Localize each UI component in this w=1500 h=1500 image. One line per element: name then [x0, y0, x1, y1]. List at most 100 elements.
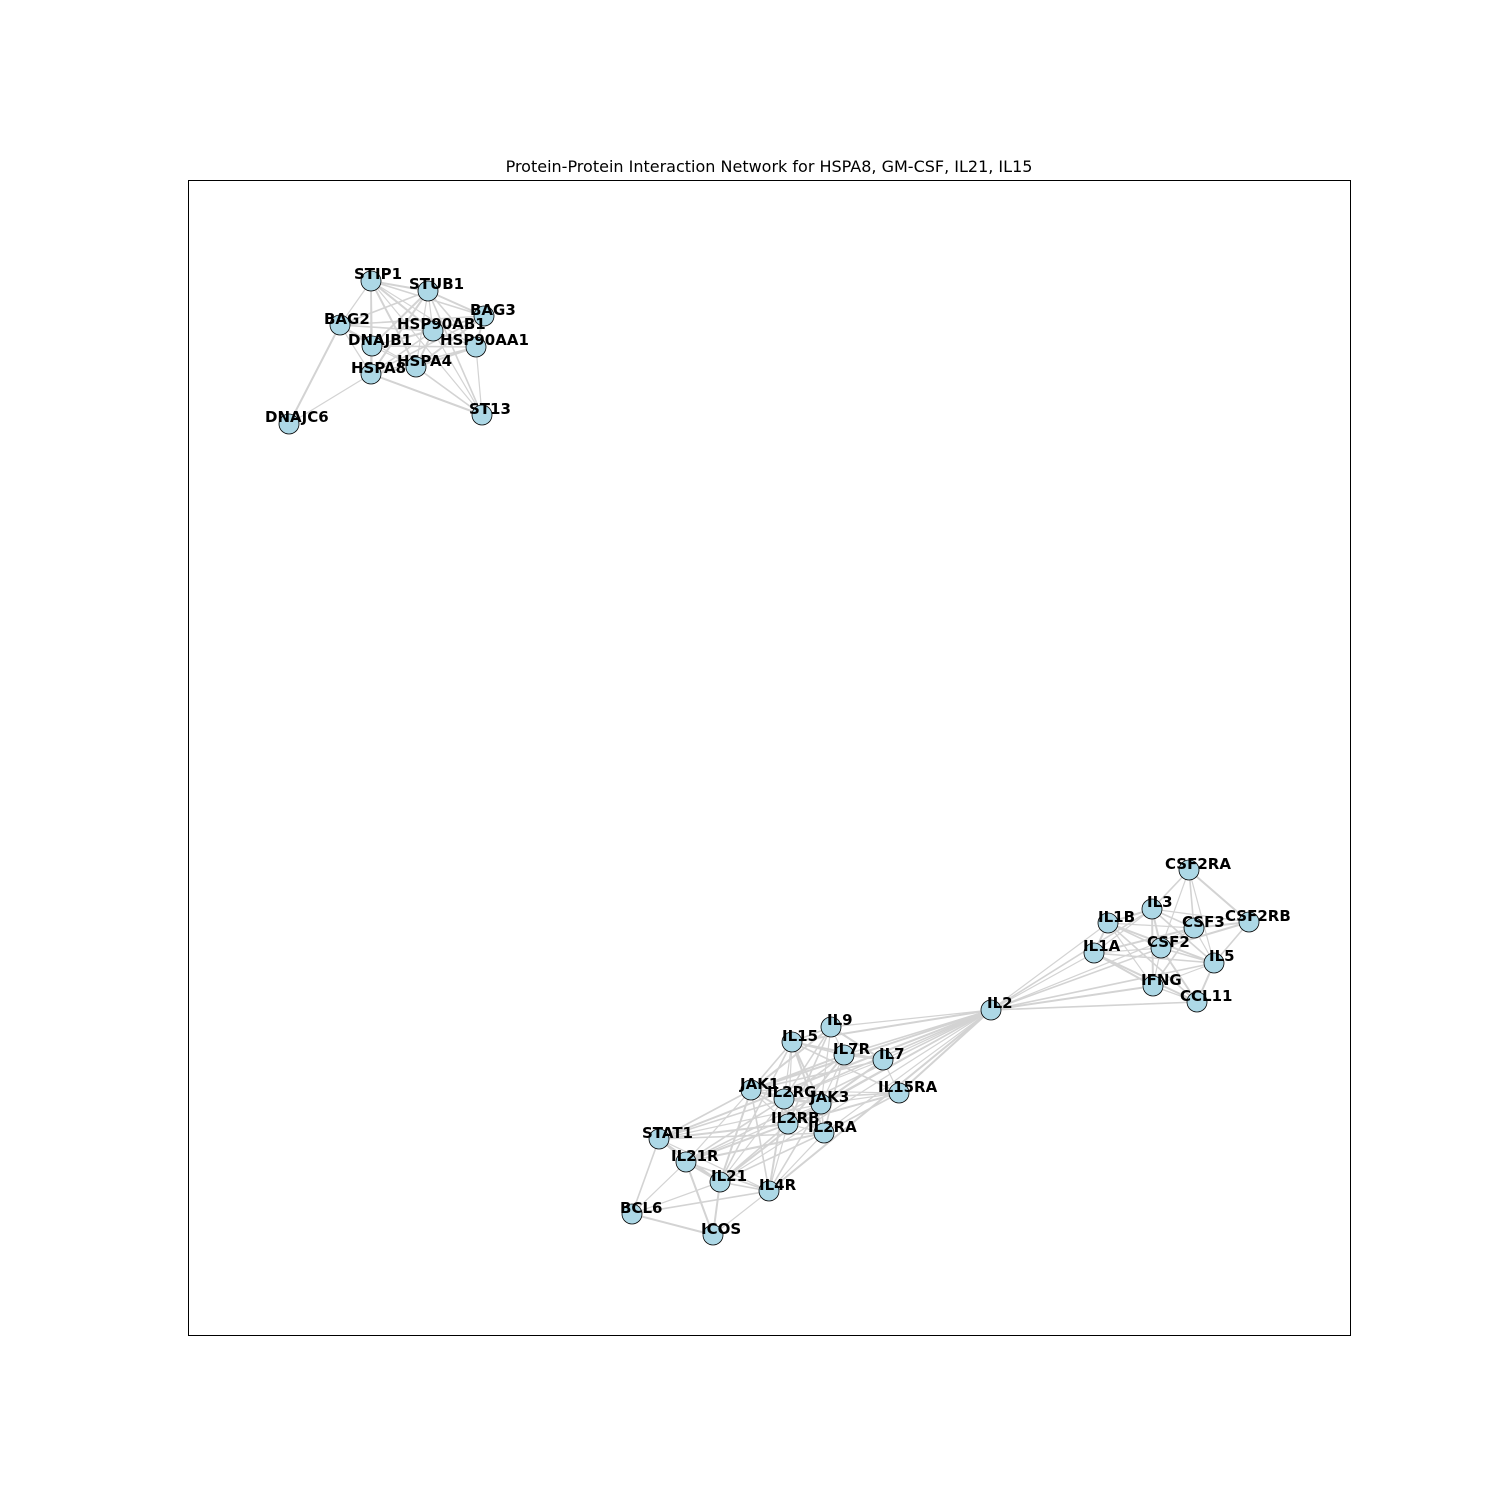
node-il5 — [1203, 952, 1225, 974]
edge-bag2-dnajc6 — [288, 324, 341, 425]
node-label-bcl6: BCL6 — [620, 1199, 662, 1217]
node-csf2rb — [1238, 911, 1260, 933]
node-hspa8 — [360, 363, 382, 385]
edge-jak1-il15ra — [750, 1089, 900, 1094]
edge-il2ra-il4r — [768, 1132, 825, 1192]
node-label-il7r: IL7R — [833, 1040, 871, 1058]
edge-il7r-il2rb — [787, 1054, 845, 1125]
node-label-bag2: BAG2 — [324, 310, 370, 328]
edge-il21r-bcl6 — [631, 1161, 687, 1215]
edge-il3-csf2rb — [1151, 908, 1250, 923]
node-ifng — [1142, 975, 1164, 997]
node-label-il1b: IL1B — [1098, 908, 1135, 926]
edge-il2-il9 — [830, 1009, 992, 1028]
node-il2rg — [773, 1088, 795, 1110]
node-label-st13: ST13 — [469, 400, 511, 418]
edge-hspa8-dnajc6 — [288, 373, 372, 425]
node-label-hspa4: HSPA4 — [397, 352, 452, 370]
edge-il2-il15ra — [898, 1009, 992, 1094]
edge-csf2ra-csf2rb — [1188, 869, 1250, 923]
edge-csf2-ccl11 — [1160, 947, 1198, 1003]
node-label-il7: IL7 — [879, 1045, 905, 1063]
node-stub1 — [417, 280, 439, 302]
node-label-hsp90aa1: HSP90AA1 — [440, 331, 529, 349]
node-stip1 — [360, 270, 382, 292]
edge-il1b-ifng — [1107, 922, 1154, 987]
node-il7 — [872, 1049, 894, 1071]
node-hsp90ab1 — [422, 320, 444, 342]
edge-dnajb1-hsp90aa1 — [371, 345, 477, 348]
edge-il3-il5 — [1151, 908, 1215, 964]
edge-il2ra-stat1 — [658, 1132, 825, 1140]
node-bag3 — [473, 305, 495, 327]
node-label-il15: IL15 — [782, 1027, 818, 1045]
nodes-layer — [278, 270, 1260, 1246]
edge-il9-il2rg — [783, 1026, 832, 1100]
node-label-il2rg: IL2RG — [767, 1083, 816, 1101]
edge-il2rb-il21 — [719, 1123, 789, 1183]
node-label-ccl11: CCL11 — [1180, 987, 1232, 1005]
edge-il2rg-stat1 — [658, 1098, 785, 1140]
edge-stub1-hspa4 — [415, 290, 429, 368]
node-bag2 — [329, 314, 351, 336]
node-label-icos: ICOS — [701, 1220, 741, 1238]
edge-il5-ifng — [1152, 962, 1215, 987]
plot-frame — [188, 180, 1351, 1336]
edge-csf3-ifng — [1152, 927, 1195, 987]
node-label-csf2ra: CSF2RA — [1165, 855, 1231, 873]
edge-il4r-bcl6 — [631, 1190, 770, 1215]
edge-il2rg-il21 — [719, 1098, 785, 1183]
node-label-il9: IL9 — [827, 1011, 853, 1029]
edge-stub1-bag2 — [339, 290, 429, 326]
edge-il5-il2 — [990, 962, 1215, 1011]
edge-bag3-hspa4 — [415, 315, 485, 368]
edge-stub1-hspa8 — [370, 290, 429, 375]
edges-layer — [288, 280, 1250, 1236]
node-label-il2rb: IL2RB — [771, 1109, 820, 1127]
node-label-stip1: STIP1 — [354, 265, 402, 283]
node-il2 — [980, 999, 1002, 1021]
edge-stub1-hsp90aa1 — [427, 290, 477, 348]
edge-il2rb-stat1 — [658, 1123, 789, 1140]
node-label-csf2: CSF2 — [1147, 933, 1190, 951]
node-icos — [702, 1224, 724, 1246]
node-jak1 — [740, 1079, 762, 1101]
edge-csf2rb-csf2 — [1160, 921, 1250, 949]
edge-il1b-ccl11 — [1107, 922, 1198, 1003]
edge-il1a-il5 — [1093, 952, 1215, 964]
edge-il15-jak1 — [750, 1041, 793, 1091]
node-il1b — [1097, 912, 1119, 934]
edge-ccl11-il2 — [990, 1001, 1198, 1011]
node-label-il21r: IL21R — [671, 1147, 719, 1165]
edge-il2rg-il15ra — [783, 1092, 900, 1100]
edge-il15-il21 — [719, 1041, 793, 1183]
edge-il3-il1a — [1093, 908, 1153, 954]
edge-jak3-il15ra — [820, 1092, 900, 1105]
edge-hspa4-st13 — [415, 366, 483, 416]
edge-il3-il2 — [990, 908, 1153, 1011]
edge-bcl6-icos — [631, 1213, 714, 1236]
node-jak3 — [810, 1093, 832, 1115]
edge-csf2-il2 — [990, 947, 1162, 1011]
edge-jak1-il4r — [750, 1089, 770, 1192]
edge-il2rg-il4r — [768, 1098, 785, 1192]
node-il7r — [833, 1044, 855, 1066]
node-label-il2: IL2 — [987, 994, 1013, 1012]
node-label-il2ra: IL2RA — [808, 1118, 857, 1136]
node-dnajb1 — [361, 335, 383, 357]
node-csf3 — [1183, 917, 1205, 939]
edge-stip1-st13 — [370, 280, 483, 416]
node-il21r — [675, 1151, 697, 1173]
node-il4r — [758, 1180, 780, 1202]
node-label-stub1: STUB1 — [409, 275, 464, 293]
edge-ifng-il2 — [990, 985, 1154, 1011]
node-label-csf2rb: CSF2RB — [1225, 907, 1291, 925]
edge-il2rb-il21r — [685, 1123, 789, 1163]
node-label-dnajc6: DNAJC6 — [265, 408, 329, 426]
node-il15 — [781, 1031, 803, 1053]
edge-stat1-il4r — [658, 1138, 770, 1192]
node-stat1 — [648, 1128, 670, 1150]
edge-jak3-il21r — [685, 1103, 822, 1163]
node-label-il5: IL5 — [1209, 947, 1235, 965]
